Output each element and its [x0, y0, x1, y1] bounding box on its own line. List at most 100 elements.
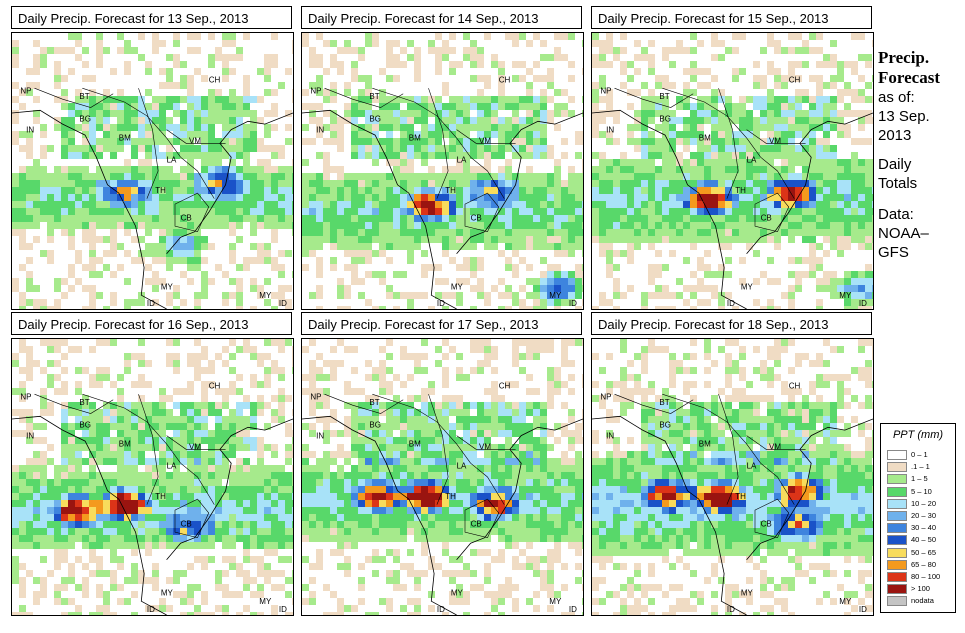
- precip-cell: [505, 194, 512, 201]
- precip-cell: [12, 535, 19, 542]
- precip-cell: [166, 201, 173, 208]
- precip-cell: [690, 187, 697, 194]
- precip-cell: [96, 257, 103, 264]
- precip-cell: [379, 388, 386, 395]
- precip-cell: [575, 339, 582, 346]
- precip-cell: [851, 292, 858, 299]
- precip-cell: [386, 103, 393, 110]
- precip-cell: [456, 110, 463, 117]
- precip-cell: [830, 117, 837, 124]
- precip-cell: [257, 612, 264, 615]
- precip-cell: [491, 388, 498, 395]
- precip-cell: [407, 131, 414, 138]
- precip-cell: [124, 500, 131, 507]
- precip-cell: [554, 299, 561, 306]
- precip-cell: [285, 299, 292, 306]
- precip-cell: [124, 514, 131, 521]
- precip-cell: [82, 306, 89, 309]
- precip-cell: [68, 271, 75, 278]
- precip-cell: [61, 458, 68, 465]
- precip-cell: [222, 605, 229, 612]
- precip-cell: [323, 208, 330, 215]
- precip-cell: [592, 166, 599, 173]
- precip-cell: [271, 33, 278, 40]
- precip-cell: [316, 285, 323, 292]
- precip-cell: [767, 278, 774, 285]
- precip-cell: [816, 75, 823, 82]
- precip-cell: [271, 110, 278, 117]
- precip-cell: [795, 124, 802, 131]
- precip-cell: [110, 584, 117, 591]
- precip-cell: [725, 236, 732, 243]
- precip-cell: [788, 117, 795, 124]
- precip-cell: [89, 229, 96, 236]
- precip-cell: [75, 96, 82, 103]
- precip-cell: [393, 444, 400, 451]
- precip-cell: [365, 437, 372, 444]
- precip-cell: [323, 465, 330, 472]
- precip-cell: [512, 103, 519, 110]
- precip-cell: [82, 124, 89, 131]
- precip-cell: [89, 236, 96, 243]
- precip-cell: [428, 222, 435, 229]
- precip-cell: [865, 264, 872, 271]
- precip-cell: [285, 173, 292, 180]
- precip-cell: [96, 194, 103, 201]
- precip-cell: [257, 243, 264, 250]
- precip-cell: [103, 47, 110, 54]
- precip-cell: [526, 236, 533, 243]
- precip-cell: [285, 493, 292, 500]
- precip-cell: [257, 458, 264, 465]
- precip-cell: [159, 521, 166, 528]
- precip-cell: [131, 166, 138, 173]
- precip-cell: [400, 493, 407, 500]
- precip-cell: [103, 367, 110, 374]
- precip-cell: [858, 187, 865, 194]
- precip-cell: [456, 117, 463, 124]
- precip-cell: [386, 61, 393, 68]
- precip-cell: [33, 180, 40, 187]
- precip-cell: [201, 563, 208, 570]
- precip-cell: [131, 521, 138, 528]
- precip-cell: [456, 215, 463, 222]
- precip-cell: [627, 222, 634, 229]
- precip-cell: [323, 180, 330, 187]
- precip-cell: [498, 292, 505, 299]
- precip-cell: [655, 250, 662, 257]
- precip-cell: [533, 194, 540, 201]
- precip-cell: [208, 486, 215, 493]
- precip-cell: [823, 82, 830, 89]
- precip-cell: [739, 187, 746, 194]
- precip-cell: [379, 187, 386, 194]
- precip-cell: [12, 96, 19, 103]
- precip-cell: [110, 493, 117, 500]
- precip-cell: [264, 577, 271, 584]
- precip-cell: [613, 138, 620, 145]
- precip-cell: [683, 208, 690, 215]
- precip-cell: [54, 285, 61, 292]
- precip-cell: [96, 486, 103, 493]
- precip-cell: [830, 201, 837, 208]
- precip-cell: [421, 493, 428, 500]
- precip-cell: [271, 145, 278, 152]
- precip-cell: [250, 507, 257, 514]
- precip-cell: [173, 33, 180, 40]
- precip-cell: [697, 201, 704, 208]
- precip-cell: [40, 299, 47, 306]
- precip-cell: [386, 367, 393, 374]
- precip-cell: [547, 82, 554, 89]
- precip-cell: [463, 138, 470, 145]
- precip-cell: [484, 437, 491, 444]
- precip-cell: [414, 131, 421, 138]
- precip-cell: [512, 339, 519, 346]
- precip-cell: [414, 96, 421, 103]
- precip-cell: [582, 166, 583, 173]
- precip-cell: [491, 131, 498, 138]
- precip-cell: [110, 514, 117, 521]
- precip-cell: [851, 278, 858, 285]
- precip-cell: [208, 173, 215, 180]
- precip-cell: [330, 236, 337, 243]
- precip-cell: [641, 222, 648, 229]
- precip-cell: [365, 215, 372, 222]
- precip-cell: [323, 451, 330, 458]
